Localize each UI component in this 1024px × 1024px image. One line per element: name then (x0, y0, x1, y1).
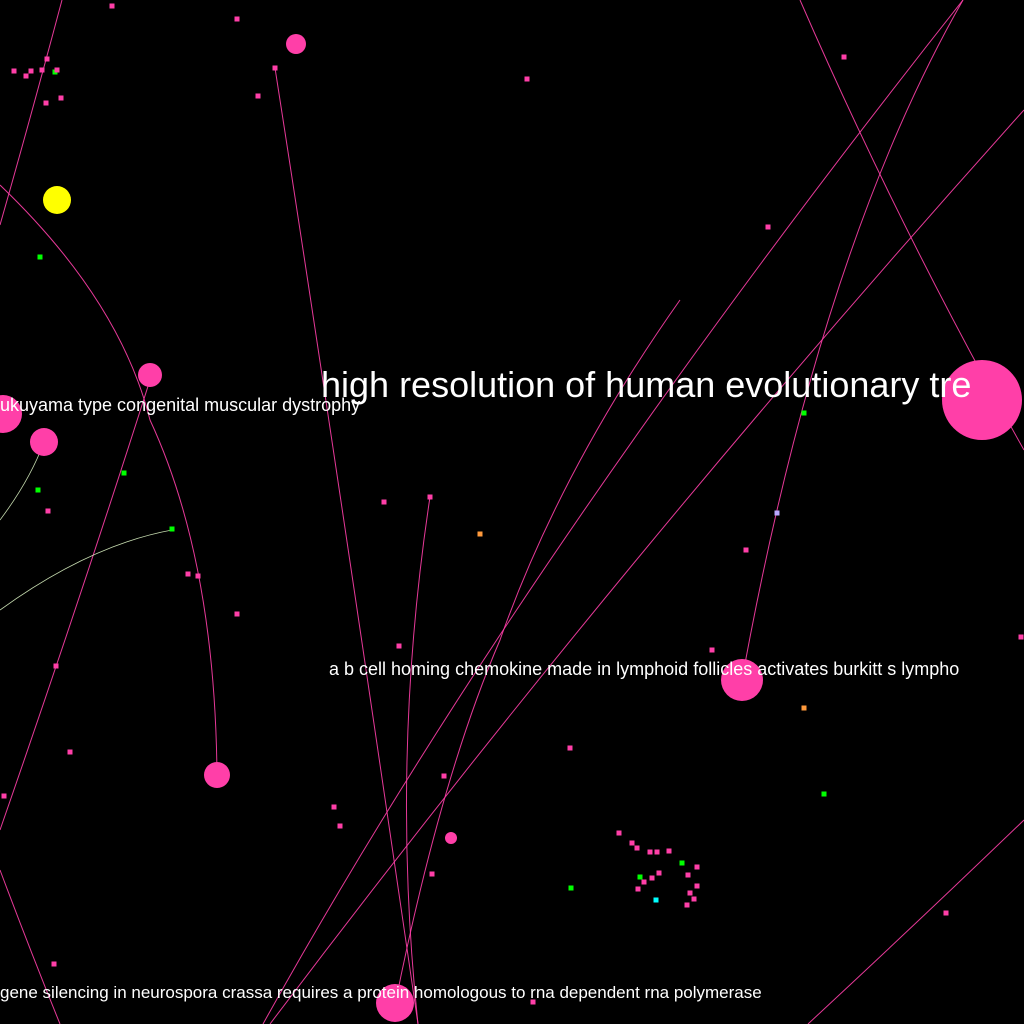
graph-node-small[interactable] (331, 804, 337, 810)
graph-node-small[interactable] (28, 68, 34, 74)
highlighted-node[interactable] (43, 186, 71, 214)
graph-node-small[interactable] (54, 67, 60, 73)
graph-node-small[interactable] (679, 860, 685, 866)
graph-node-small[interactable] (821, 791, 827, 797)
graph-edge (0, 869, 61, 1024)
label-b-cell-chemokine: a b cell homing chemokine made in lympho… (329, 659, 959, 679)
graph-node-small[interactable] (169, 526, 175, 532)
graph-node-small[interactable] (709, 647, 715, 653)
graph-edge (262, 0, 964, 1024)
graph-node-small[interactable] (1018, 634, 1024, 640)
graph-node-small[interactable] (616, 830, 622, 836)
graph-node-small[interactable] (641, 879, 647, 885)
graph-node[interactable] (942, 360, 1022, 440)
graph-node-small[interactable] (685, 872, 691, 878)
graph-node-small[interactable] (687, 890, 693, 896)
graph-edge (0, 529, 173, 611)
graph-node-small[interactable] (943, 910, 949, 916)
graph-node-small[interactable] (684, 902, 690, 908)
graph-node-small[interactable] (654, 849, 660, 855)
graph-node-small[interactable] (841, 54, 847, 60)
graph-edge (0, 184, 218, 776)
graph-node-small[interactable] (801, 705, 807, 711)
graph-node-small[interactable] (272, 65, 278, 71)
graph-node-small[interactable] (44, 56, 50, 62)
graph-node-small[interactable] (801, 410, 807, 416)
graph-node[interactable] (286, 34, 306, 54)
graph-node-small[interactable] (234, 611, 240, 617)
node-layer (0, 3, 1024, 1022)
graph-node-small[interactable] (634, 845, 640, 851)
graph-node-small[interactable] (427, 494, 433, 500)
graph-edge (807, 819, 1024, 1024)
graph-node-small[interactable] (694, 883, 700, 889)
label-neurospora-silencing: gene silencing in neurospora crassa requ… (0, 983, 762, 1002)
graph-node-small[interactable] (774, 510, 780, 516)
graph-node-small[interactable] (195, 573, 201, 579)
graph-node-small[interactable] (694, 864, 700, 870)
graph-edge (741, 0, 964, 681)
graph-node[interactable] (138, 363, 162, 387)
graph-node-small[interactable] (441, 773, 447, 779)
graph-edge (274, 67, 419, 1024)
graph-node-small[interactable] (1, 793, 7, 799)
graph-node[interactable] (376, 984, 414, 1022)
graph-edge (0, 379, 151, 831)
graph-node-small[interactable] (649, 875, 655, 881)
graph-node-small[interactable] (765, 224, 771, 230)
graph-node-small[interactable] (629, 840, 635, 846)
graph-node-small[interactable] (39, 67, 45, 73)
graph-node-small[interactable] (567, 745, 573, 751)
graph-node-small[interactable] (396, 643, 402, 649)
graph-node-small[interactable] (67, 749, 73, 755)
graph-node-small[interactable] (524, 76, 530, 82)
label-evolutionary-tree: high resolution of human evolutionary tr… (321, 364, 971, 405)
graph-node-small[interactable] (568, 885, 574, 891)
graph-node-small[interactable] (37, 254, 43, 260)
graph-node-small[interactable] (691, 896, 697, 902)
graph-node[interactable] (0, 395, 22, 433)
graph-node-small[interactable] (337, 823, 343, 829)
graph-edge (394, 299, 681, 1006)
graph-node-small[interactable] (656, 870, 662, 876)
graph-node-small[interactable] (23, 73, 29, 79)
graph-node-small[interactable] (234, 16, 240, 22)
graph-node-small[interactable] (530, 999, 536, 1005)
graph-node-small[interactable] (381, 499, 387, 505)
graph-edge (269, 109, 1024, 1024)
graph-node-small[interactable] (647, 849, 653, 855)
graph-node[interactable] (445, 832, 457, 844)
graph-node[interactable] (721, 659, 763, 701)
graph-edge (405, 496, 431, 1024)
graph-edge (0, 0, 63, 226)
graph-node-small[interactable] (11, 68, 17, 74)
graph-node-small[interactable] (45, 508, 51, 514)
graph-node-small[interactable] (53, 663, 59, 669)
graph-node-small[interactable] (743, 547, 749, 553)
graph-node-small[interactable] (255, 93, 261, 99)
graph-node-small[interactable] (51, 961, 57, 967)
graph-node-small[interactable] (429, 871, 435, 877)
graph-node-small[interactable] (109, 3, 115, 9)
graph-node[interactable] (30, 428, 58, 456)
graph-node-small[interactable] (635, 886, 641, 892)
graph-node-small[interactable] (653, 897, 659, 903)
label-fukuyama-dystrophy: ukuyama type congenital muscular dystrop… (0, 395, 360, 415)
graph-node-small[interactable] (185, 571, 191, 577)
label-layer: high resolution of human evolutionary tr… (0, 364, 971, 1002)
graph-node-small[interactable] (666, 848, 672, 854)
graph-node-small[interactable] (35, 487, 41, 493)
graph-node-small[interactable] (121, 470, 127, 476)
graph-node-small[interactable] (58, 95, 64, 101)
graph-node-small[interactable] (43, 100, 49, 106)
graph-node[interactable] (204, 762, 230, 788)
graph-node-small[interactable] (637, 874, 643, 880)
graph-node-small[interactable] (477, 531, 483, 537)
